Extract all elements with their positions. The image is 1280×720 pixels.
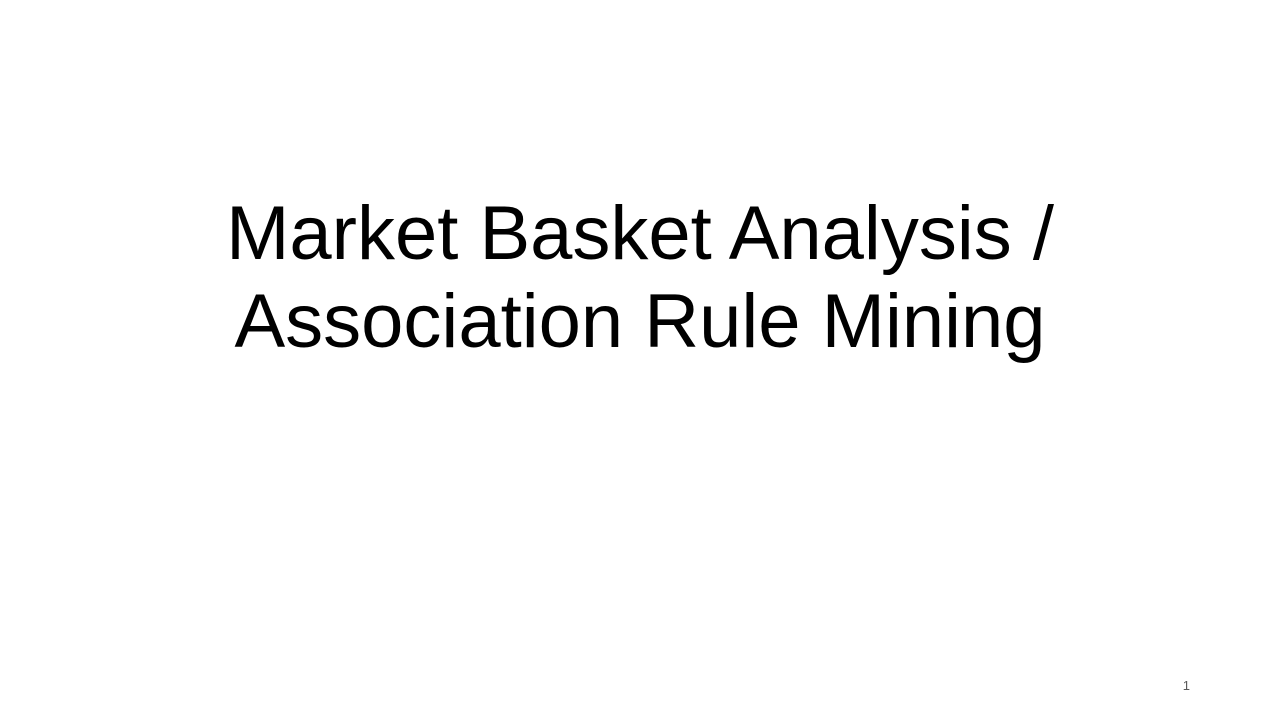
slide-title-line-2: Association Rule Mining [234,279,1046,364]
slide-number: 1 [1182,678,1190,693]
slide-title: Market Basket Analysis / Association Rul… [80,190,1200,366]
slide-title-line-1: Market Basket Analysis / [226,191,1054,276]
